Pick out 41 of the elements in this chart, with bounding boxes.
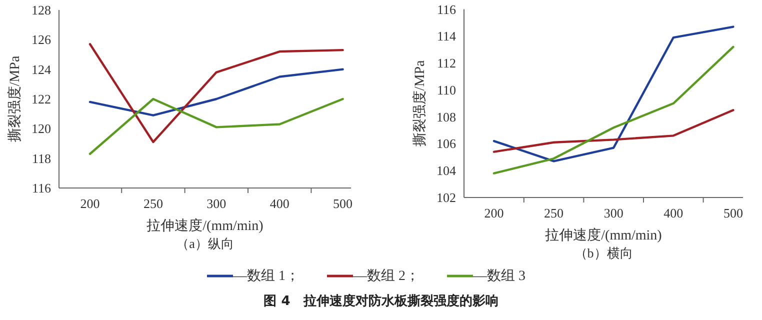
- y-tick-label: 108: [436, 109, 456, 124]
- y-tick-label: 110: [436, 82, 456, 98]
- x-axis-title: 拉伸速度/(mm/min): [146, 218, 264, 234]
- x-tick-label: 250: [143, 196, 163, 211]
- x-tick-label: 400: [270, 196, 290, 211]
- caption: 图 4 拉伸速度对防水板撕裂强度的影响: [264, 293, 498, 309]
- y-tick-label: 122: [32, 92, 51, 106]
- x-tick-label: 500: [333, 196, 353, 211]
- line-series: [88, 43, 344, 144]
- y-tick-label: 114: [436, 28, 456, 44]
- y-tick-label: 116: [32, 180, 52, 196]
- y-axis-title: 撕裂强度/MPa: [7, 55, 23, 142]
- y-tick-label: 116: [436, 2, 456, 17]
- y-tick-label: 104: [436, 163, 456, 178]
- y-tick-label: 120: [32, 121, 51, 136]
- x-tick-label: 400: [664, 206, 684, 220]
- y-tick-label: 112: [436, 56, 456, 71]
- line-series: [88, 98, 344, 155]
- y-tick-label: 124: [32, 62, 52, 77]
- x-tick-label: 250: [544, 206, 564, 220]
- legend-label: —数组 1；: [232, 268, 300, 284]
- x-tick-label: 200: [484, 206, 504, 220]
- y-tick-label: 102: [436, 190, 456, 205]
- y-tick-label: 118: [32, 150, 51, 166]
- line-series: [492, 109, 734, 153]
- y-tick-label: 106: [436, 136, 456, 152]
- y-axis-title: 撕裂强度/MPa: [412, 59, 428, 147]
- x-tick-label: 300: [206, 196, 226, 211]
- y-tick-label: 126: [32, 32, 52, 48]
- legend-label: —数组 3: [472, 268, 526, 284]
- line-series: [492, 46, 734, 174]
- line-series: [88, 68, 344, 116]
- x-axis-title: 拉伸速度/(mm/min): [545, 228, 662, 244]
- text: （b）横向: [574, 246, 633, 260]
- text: （a）纵向: [176, 236, 234, 251]
- x-tick-label: 300: [604, 206, 624, 220]
- legend-label: —数组 2；: [352, 268, 420, 284]
- y-tick-label: 128: [32, 2, 51, 18]
- x-tick-label: 200: [80, 196, 100, 211]
- x-tick-label: 500: [723, 206, 743, 220]
- line-series: [492, 26, 734, 162]
